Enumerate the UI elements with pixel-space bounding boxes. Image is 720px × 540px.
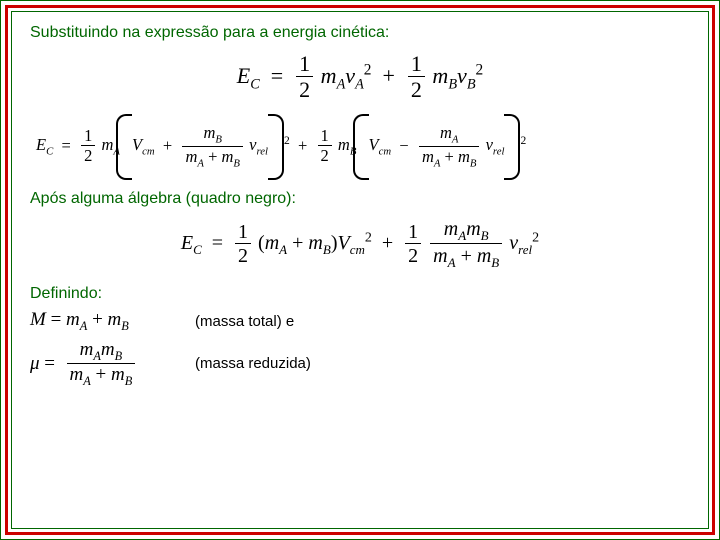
label-reduced-mass: (massa reduzida) bbox=[195, 355, 311, 372]
slide-content-area: Substituindo na expressão para a energia… bbox=[11, 11, 709, 529]
label-total-mass: (massa total) e bbox=[195, 313, 294, 330]
equation-total-mass: M = mA + mB bbox=[30, 309, 195, 334]
slide-outer-border: Substituindo na expressão para a energia… bbox=[0, 0, 720, 540]
row-total-mass: M = mA + mB (massa total) e bbox=[30, 309, 690, 334]
heading-substituting: Substituindo na expressão para a energia… bbox=[30, 24, 690, 42]
equation-kinetic-basic: EC = 12 mAvA2 + 12 mBvB2 bbox=[30, 52, 690, 104]
heading-after-algebra: Após alguma álgebra (quadro negro): bbox=[30, 190, 690, 208]
slide-mid-border: Substituindo na expressão para a energia… bbox=[5, 5, 715, 535]
equation-kinetic-simplified: EC = 12 (mA + mB)Vcm2 + 12 mAmB mA + mB … bbox=[30, 218, 690, 271]
row-reduced-mass: μ = mAmB mA + mB (massa reduzida) bbox=[30, 340, 690, 389]
equation-reduced-mass: μ = mAmB mA + mB bbox=[30, 340, 195, 389]
heading-defining: Definindo: bbox=[30, 285, 690, 303]
equation-kinetic-expanded: EC = 12 mA Vcm + mB mA + mB vrel 2 + 12 … bbox=[30, 118, 690, 176]
